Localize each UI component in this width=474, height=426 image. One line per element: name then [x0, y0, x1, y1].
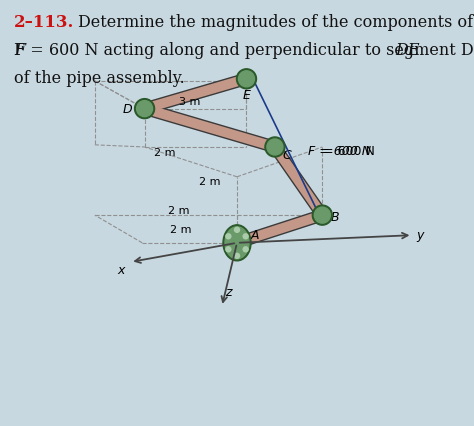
Circle shape	[265, 137, 285, 157]
Text: of the pipe assembly.: of the pipe assembly.	[14, 70, 185, 87]
Text: 2 m: 2 m	[170, 225, 192, 235]
Text: x: x	[117, 264, 124, 277]
Text: F = 600 N acting along and perpendicular to segment DE: F = 600 N acting along and perpendicular…	[14, 42, 474, 59]
Circle shape	[135, 99, 155, 118]
Text: y: y	[416, 229, 424, 242]
Text: F: F	[14, 42, 25, 59]
Text: D: D	[123, 103, 132, 115]
Circle shape	[226, 247, 231, 252]
Circle shape	[243, 234, 248, 239]
Text: B: B	[330, 211, 339, 224]
Text: = 600 N: = 600 N	[319, 145, 375, 158]
Circle shape	[243, 247, 248, 252]
Text: 2 m: 2 m	[168, 206, 190, 216]
Ellipse shape	[225, 227, 249, 259]
Circle shape	[314, 207, 330, 223]
Circle shape	[312, 205, 332, 225]
Text: z: z	[225, 286, 231, 299]
Text: 2 m: 2 m	[199, 177, 220, 187]
Text: Determine the magnitudes of the components of: Determine the magnitudes of the componen…	[78, 14, 473, 31]
Circle shape	[237, 69, 256, 89]
Circle shape	[226, 234, 231, 239]
Text: DE: DE	[395, 42, 419, 59]
Circle shape	[235, 227, 239, 232]
Text: C: C	[283, 149, 292, 162]
Text: 2–113.: 2–113.	[14, 14, 74, 31]
Text: A: A	[251, 229, 259, 242]
Text: E: E	[243, 89, 250, 102]
Text: 2 m: 2 m	[154, 148, 176, 158]
Circle shape	[267, 139, 283, 155]
Circle shape	[235, 253, 239, 258]
Ellipse shape	[223, 225, 251, 261]
Text: F = 600 N: F = 600 N	[308, 145, 371, 158]
Circle shape	[137, 101, 153, 117]
Text: 3 m: 3 m	[179, 97, 201, 107]
Circle shape	[238, 71, 255, 87]
